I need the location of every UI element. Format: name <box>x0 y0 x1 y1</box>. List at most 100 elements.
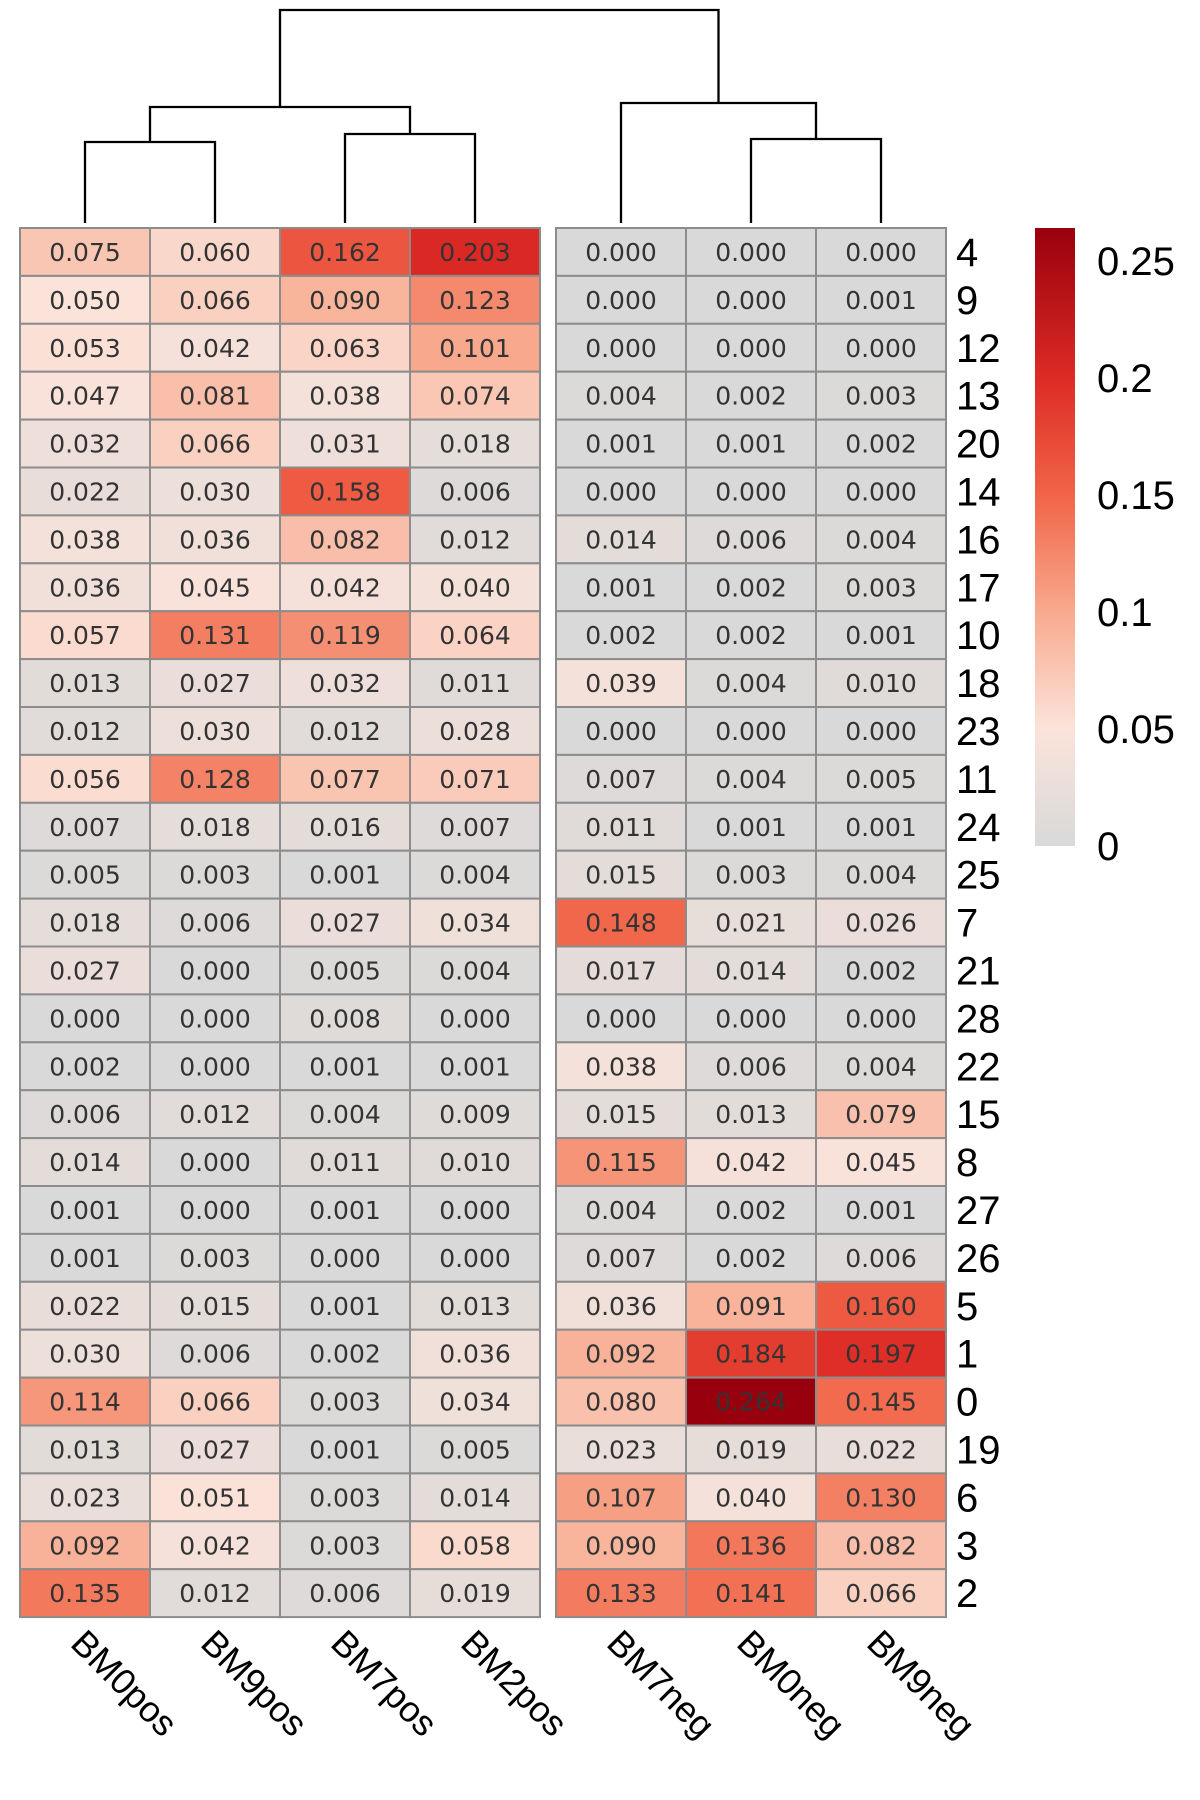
heatmap-cell <box>815 706 947 756</box>
heatmap-cell <box>409 801 541 852</box>
cell-value-label: 0.119 <box>309 621 381 650</box>
heatmap-cell <box>815 1089 947 1140</box>
cell-value-label: 0.017 <box>585 956 657 985</box>
cell-value-label: 0.000 <box>585 238 657 267</box>
cell-value-label: 0.001 <box>585 573 657 602</box>
row-label: 1 <box>956 1333 978 1377</box>
cell-value-label: 0.000 <box>845 1004 917 1033</box>
heatmap-cell <box>279 418 411 469</box>
heatmap-cell <box>279 706 411 756</box>
heatmap-cell <box>279 1280 411 1331</box>
row-label: 8 <box>956 1141 978 1185</box>
cell-value-label: 0.004 <box>439 956 511 985</box>
cell-value-label: 0.032 <box>309 669 381 698</box>
heatmap-cell <box>815 274 947 325</box>
heatmap-cell <box>555 1137 687 1187</box>
heatmap-cell <box>19 658 151 708</box>
heatmap-cell <box>815 1520 947 1571</box>
heatmap-cell <box>19 562 151 613</box>
column-dendrogram <box>83 8 883 223</box>
cell-value-label: 0.008 <box>309 1004 381 1033</box>
cell-value-label: 0.066 <box>845 1579 917 1608</box>
heatmap-cell <box>555 706 687 756</box>
heatmap-cell <box>19 274 151 325</box>
cell-value-label: 0.101 <box>439 334 511 363</box>
cell-value-label: 0.058 <box>439 1531 511 1560</box>
heatmap-cell <box>815 801 947 852</box>
cell-value-label: 0.001 <box>845 621 917 650</box>
cell-value-label: 0.007 <box>49 813 121 842</box>
row-label: 11 <box>956 758 998 802</box>
column-label: BM7neg <box>599 1622 723 1746</box>
heatmap-cell <box>149 1089 281 1140</box>
cell-value-label: 0.131 <box>179 621 251 650</box>
heatmap-cell <box>19 227 151 277</box>
cell-value-label: 0.014 <box>49 1148 121 1177</box>
cell-value-label: 0.005 <box>49 861 121 890</box>
cell-value-label: 0.000 <box>715 334 787 363</box>
cell-value-label: 0.056 <box>49 765 121 794</box>
cell-value-label: 0.005 <box>309 956 381 985</box>
heatmap-cell <box>685 1520 817 1571</box>
cell-value-label: 0.000 <box>309 1244 381 1273</box>
cell-value-label: 0.016 <box>309 813 381 842</box>
heatmap-cell <box>409 849 541 900</box>
row-label: 22 <box>956 1045 1001 1089</box>
cell-value-label: 0.092 <box>585 1340 657 1369</box>
cell-value-label: 0.012 <box>309 717 381 746</box>
heatmap-cell <box>815 1232 947 1283</box>
cell-value-label: 0.004 <box>585 382 657 411</box>
heatmap-cell <box>409 1520 541 1571</box>
cell-value-label: 0.133 <box>585 1579 657 1608</box>
cell-value-label: 0.014 <box>585 525 657 554</box>
row-label: 5 <box>956 1285 978 1329</box>
cell-value-label: 0.013 <box>439 1292 511 1321</box>
cell-value-label: 0.015 <box>179 1292 251 1321</box>
heatmap-cell <box>149 753 281 804</box>
cell-value-label: 0.092 <box>49 1531 121 1560</box>
cell-value-label: 0.026 <box>845 909 917 938</box>
heatmap-cell <box>815 993 947 1044</box>
heatmap-cell <box>279 1185 411 1235</box>
row-label: 17 <box>956 566 1001 610</box>
heatmap-cell <box>555 1328 687 1379</box>
cell-value-label: 0.004 <box>715 765 787 794</box>
row-label: 28 <box>956 997 1001 1041</box>
cell-value-label: 0.000 <box>179 1052 251 1081</box>
row-label: 3 <box>956 1524 978 1568</box>
row-label: 13 <box>956 375 1001 419</box>
cell-value-label: 0.047 <box>49 382 121 411</box>
heatmap-cell <box>149 1185 281 1235</box>
cell-value-label: 0.012 <box>439 525 511 554</box>
cell-value-label: 0.013 <box>715 1100 787 1129</box>
heatmap-cell <box>149 562 281 613</box>
heatmap-cell <box>685 1280 817 1331</box>
heatmap-cell <box>685 1424 817 1475</box>
row-label: 2 <box>956 1572 978 1616</box>
heatmap-cell <box>685 897 817 948</box>
cell-value-label: 0.014 <box>439 1483 511 1512</box>
cell-value-label: 0.004 <box>845 861 917 890</box>
cell-value-label: 0.053 <box>49 334 121 363</box>
dendrogram-branch <box>83 140 217 223</box>
cell-value-label: 0.135 <box>49 1579 121 1608</box>
column-label: BM9neg <box>859 1622 983 1746</box>
heatmap-cell <box>815 945 947 996</box>
cell-value-label: 0.019 <box>439 1579 511 1608</box>
column-label: BM0pos <box>63 1622 185 1744</box>
cell-value-label: 0.002 <box>715 382 787 411</box>
cell-value-label: 0.002 <box>49 1052 121 1081</box>
cell-value-label: 0.000 <box>179 1004 251 1033</box>
heatmap-cell <box>149 227 281 277</box>
heatmap-cell <box>815 1185 947 1235</box>
heatmap-cell <box>279 945 411 996</box>
heatmap-cell <box>555 1376 687 1427</box>
heatmap-cell <box>409 1185 541 1235</box>
heatmap-cell <box>815 1424 947 1475</box>
heatmap-cell <box>279 1568 411 1619</box>
cell-value-label: 0.018 <box>439 430 511 459</box>
cell-value-label: 0.082 <box>845 1531 917 1560</box>
cell-value-label: 0.022 <box>845 1435 917 1464</box>
cell-value-label: 0.001 <box>49 1196 121 1225</box>
